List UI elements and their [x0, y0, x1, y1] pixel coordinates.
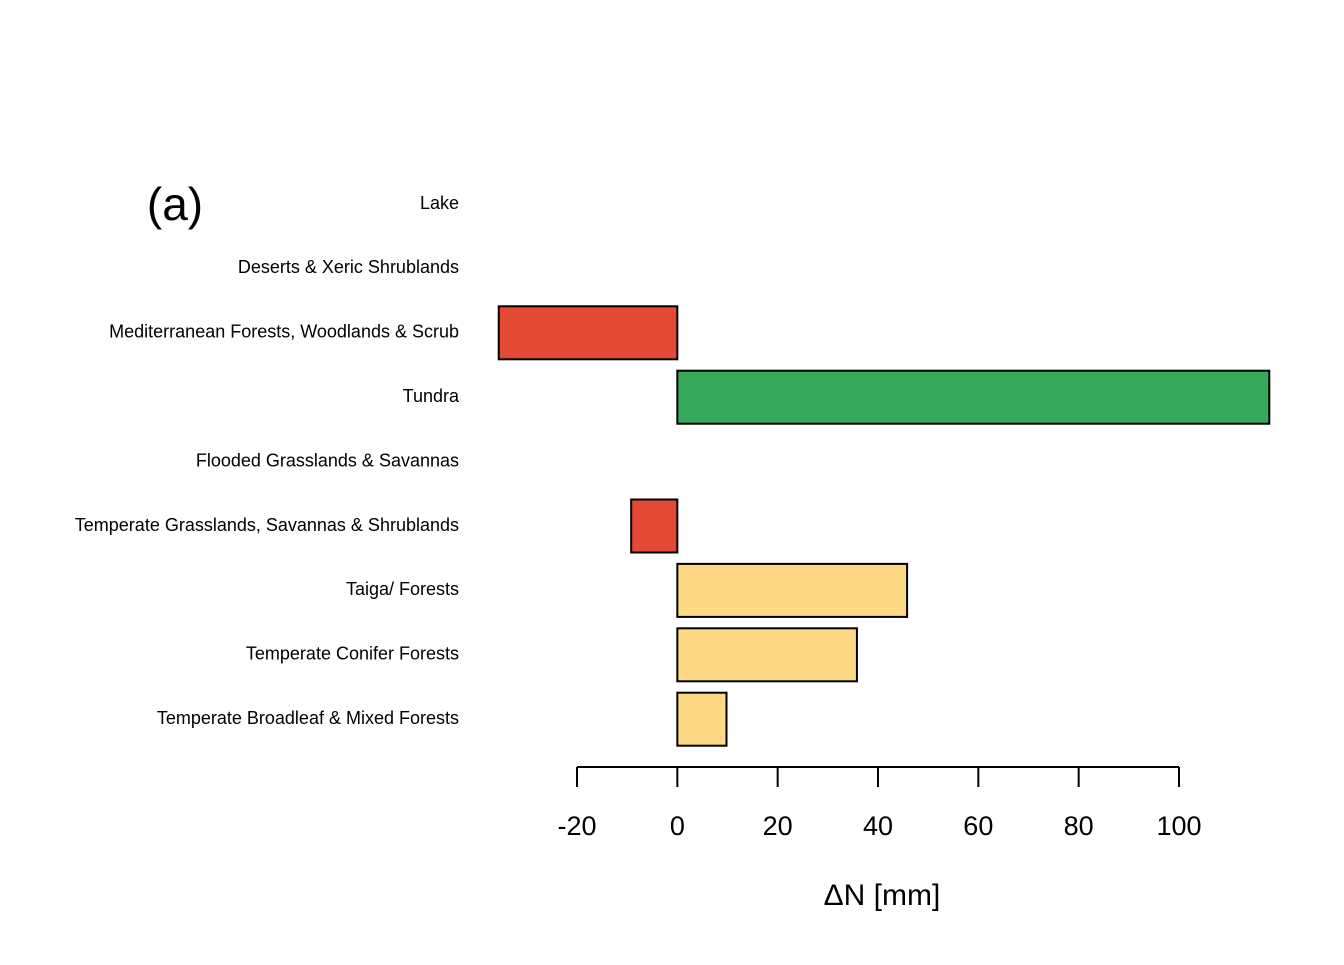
x-tick-label: -20 — [557, 811, 596, 841]
x-tick-label: 100 — [1156, 811, 1201, 841]
x-axis-label: ΔN [mm] — [824, 879, 941, 912]
bar — [630, 498, 679, 554]
y-tick-label: Temperate Grasslands, Savannas & Shrubla… — [75, 515, 459, 535]
panel-label: (a) — [147, 178, 203, 230]
bar — [676, 691, 728, 747]
x-tick-label: 0 — [670, 811, 685, 841]
y-tick-label: Taiga/ Forests — [346, 579, 459, 599]
y-tick-label: Tundra — [403, 386, 460, 406]
y-tick-label: Lake — [420, 193, 459, 213]
y-tick-label: Deserts & Xeric Shrublands — [238, 257, 459, 277]
bar — [497, 305, 679, 361]
x-tick-label: 60 — [963, 811, 993, 841]
y-tick-label: Temperate Broadleaf & Mixed Forests — [157, 708, 459, 728]
y-tick-label: Mediterranean Forests, Woodlands & Scrub — [109, 322, 459, 342]
y-tick-label: Flooded Grasslands & Savannas — [196, 450, 459, 470]
y-tick-label: Temperate Conifer Forests — [246, 644, 459, 664]
x-tick-label: 20 — [763, 811, 793, 841]
bar — [676, 562, 909, 618]
bar — [676, 369, 1271, 425]
x-tick-label: 80 — [1064, 811, 1094, 841]
x-tick-label: 40 — [863, 811, 893, 841]
bar — [676, 627, 858, 683]
